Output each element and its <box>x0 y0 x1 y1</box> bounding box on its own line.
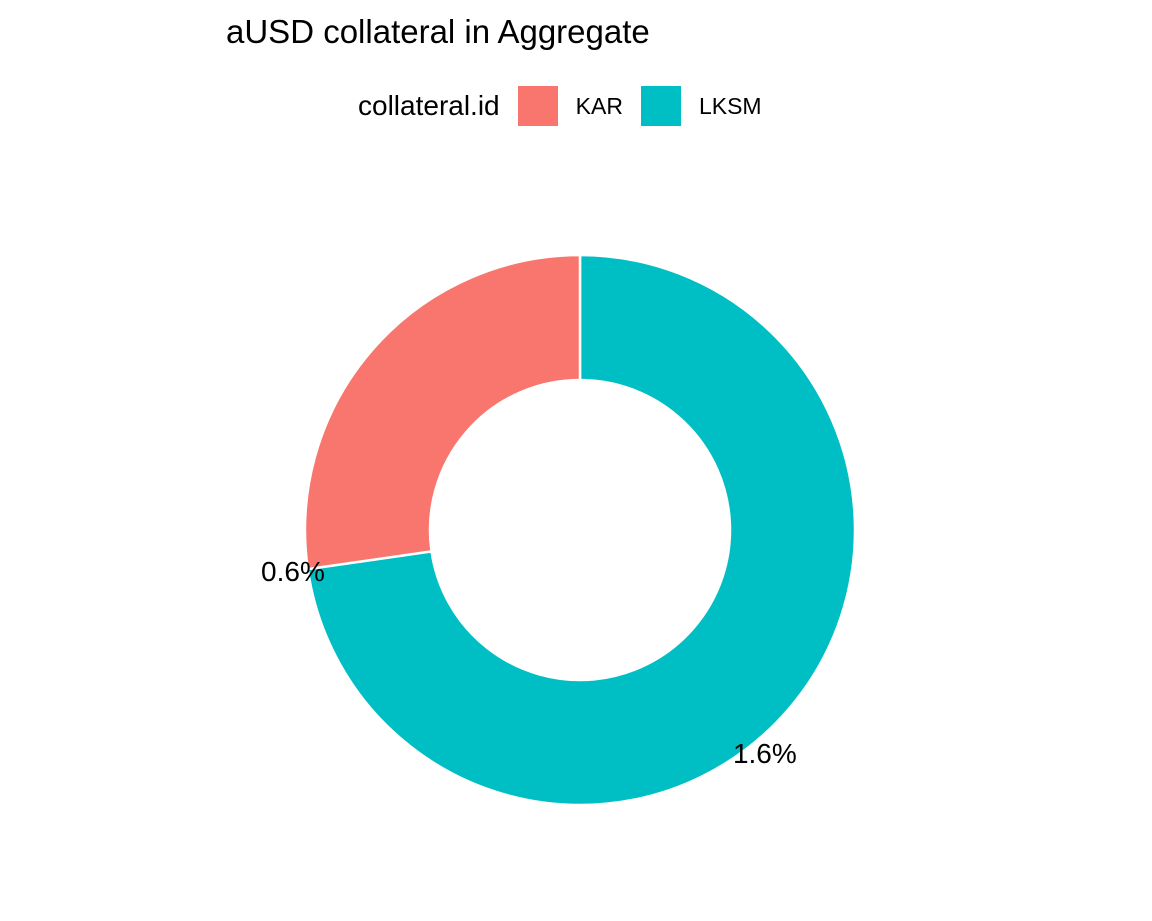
slice-lksm <box>306 253 857 807</box>
legend-label-kar: KAR <box>575 92 623 119</box>
data-label-lksm: 1.6% <box>733 738 797 769</box>
legend-item-lksm: LKSM <box>640 86 762 126</box>
chart-title: aUSD collateral in Aggregate <box>226 13 650 50</box>
slice-kar <box>303 253 582 571</box>
legend-title: collateral.id <box>358 90 500 121</box>
legend-label-lksm: LKSM <box>698 92 762 119</box>
legend-swatch-lksm <box>640 86 681 126</box>
legend: collateral.id KAR LKSM <box>358 86 780 126</box>
data-label-kar: 0.6% <box>261 556 325 587</box>
legend-swatch-kar <box>517 86 558 126</box>
legend-item-kar: KAR <box>517 86 623 126</box>
